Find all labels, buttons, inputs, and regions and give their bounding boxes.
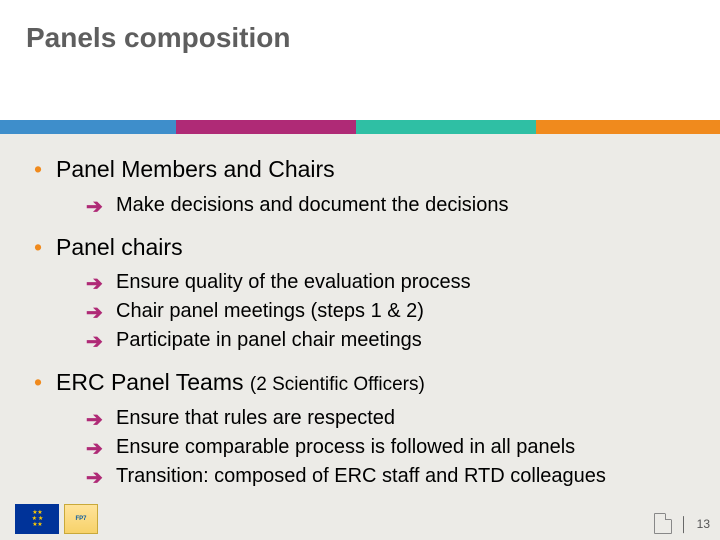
fp7-logo-icon: FP7 xyxy=(64,504,98,534)
header: Panels composition xyxy=(0,0,720,120)
arrow-icon: ➔ xyxy=(86,299,103,328)
stripe-teal xyxy=(356,120,536,134)
list-item: ➔ Ensure that rules are respected xyxy=(86,404,680,433)
list-item-text: Ensure quality of the evaluation process xyxy=(116,271,471,293)
stripe-blue xyxy=(0,120,176,134)
footer-logos: ★ ★★ ★★ ★ FP7 xyxy=(15,504,98,534)
list-item: ➔ Ensure comparable process is followed i… xyxy=(86,433,680,462)
page-separator: │ xyxy=(680,516,689,532)
list-item: ➔ Chair panel meetings (steps 1 & 2) xyxy=(86,297,680,326)
arrow-icon: ➔ xyxy=(86,193,103,222)
list-item-text: Participate in panel chair meetings xyxy=(116,329,422,351)
section-heading-0: Panel Members and Chairs xyxy=(56,152,680,187)
eu-stars-icon: ★ ★★ ★★ ★ xyxy=(32,510,43,528)
list-item-text: Ensure that rules are respected xyxy=(116,407,395,429)
arrow-icon: ➔ xyxy=(86,435,103,464)
section-heading-1: Panel chairs xyxy=(56,230,680,265)
section-heading-text: Panel Members and Chairs xyxy=(56,156,335,182)
eu-flag-icon: ★ ★★ ★★ ★ xyxy=(15,504,59,534)
page-title: Panels composition xyxy=(26,22,720,54)
page-number: 13 xyxy=(697,517,710,531)
list-item: ➔ Transition: composed of ERC staff and R… xyxy=(86,462,680,491)
section-heading-2: ERC Panel Teams (2 Scientific Officers) xyxy=(56,365,680,400)
page-number-box: │ 13 xyxy=(654,513,710,534)
section-heading-paren: (2 Scientific Officers) xyxy=(250,374,425,395)
stripe-magenta xyxy=(176,120,356,134)
content: Panel Members and Chairs ➔ Make decisions… xyxy=(0,134,720,491)
footer: ★ ★★ ★★ ★ FP7 │ 13 xyxy=(0,496,720,540)
list-item: ➔ Ensure quality of the evaluation proces… xyxy=(86,268,680,297)
section-heading-text: ERC Panel Teams xyxy=(56,369,250,395)
list-item-text: Transition: composed of ERC staff and RT… xyxy=(116,465,606,487)
sublist-0: ➔ Make decisions and document the decisio… xyxy=(86,191,680,220)
arrow-icon: ➔ xyxy=(86,270,103,299)
list-item-text: Make decisions and document the decision… xyxy=(116,194,508,216)
stripe xyxy=(0,120,720,134)
list-item: ➔ Participate in panel chair meetings xyxy=(86,326,680,355)
page-icon xyxy=(654,513,672,534)
list-item: ➔ Make decisions and document the decisio… xyxy=(86,191,680,220)
arrow-icon: ➔ xyxy=(86,464,103,493)
arrow-icon: ➔ xyxy=(86,406,103,435)
arrow-icon: ➔ xyxy=(86,328,103,357)
list-item-text: Ensure comparable process is followed in… xyxy=(116,436,575,458)
stripe-orange xyxy=(536,120,720,134)
sublist-2: ➔ Ensure that rules are respected ➔ Ensure… xyxy=(86,404,680,491)
sublist-1: ➔ Ensure quality of the evaluation proces… xyxy=(86,268,680,355)
section-heading-text: Panel chairs xyxy=(56,234,183,260)
list-item-text: Chair panel meetings (steps 1 & 2) xyxy=(116,300,424,322)
